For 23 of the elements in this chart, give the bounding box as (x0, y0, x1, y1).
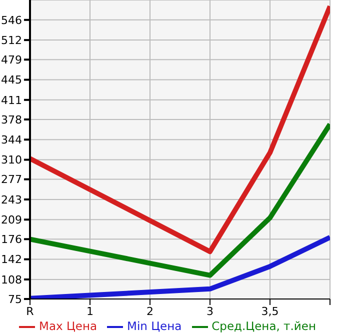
x-tick-label: 3,5 (261, 304, 279, 318)
y-tick-label: 445 (1, 74, 22, 87)
y-tick-label: 479 (1, 54, 22, 67)
y-tick-label: 142 (1, 253, 22, 266)
x-tick-label: 2 (146, 304, 154, 318)
y-tick-label: 176 (1, 233, 22, 246)
y-tick-label: 512 (1, 34, 22, 47)
x-tick-label: R (26, 304, 34, 318)
y-tick-label: 108 (1, 273, 22, 286)
y-tick-label: 546 (1, 14, 22, 27)
legend-label: Max Цена (39, 319, 98, 334)
x-tick-label: 3 (206, 304, 214, 318)
legend-label: Сред.Цена, т.йен (212, 319, 316, 334)
y-tick-label: 243 (1, 193, 22, 206)
y-tick-label: 310 (1, 154, 22, 167)
x-tick-label: 1 (86, 304, 94, 318)
y-tick-label: 75 (8, 292, 22, 306)
y-tick-label: 277 (1, 173, 22, 186)
y-tick-label: 378 (1, 113, 22, 126)
legend-label: Min Цена (127, 319, 182, 334)
y-tick-label: 209 (1, 214, 22, 227)
y-tick-label: 411 (1, 94, 22, 107)
y-tick-label: 344 (1, 134, 22, 147)
